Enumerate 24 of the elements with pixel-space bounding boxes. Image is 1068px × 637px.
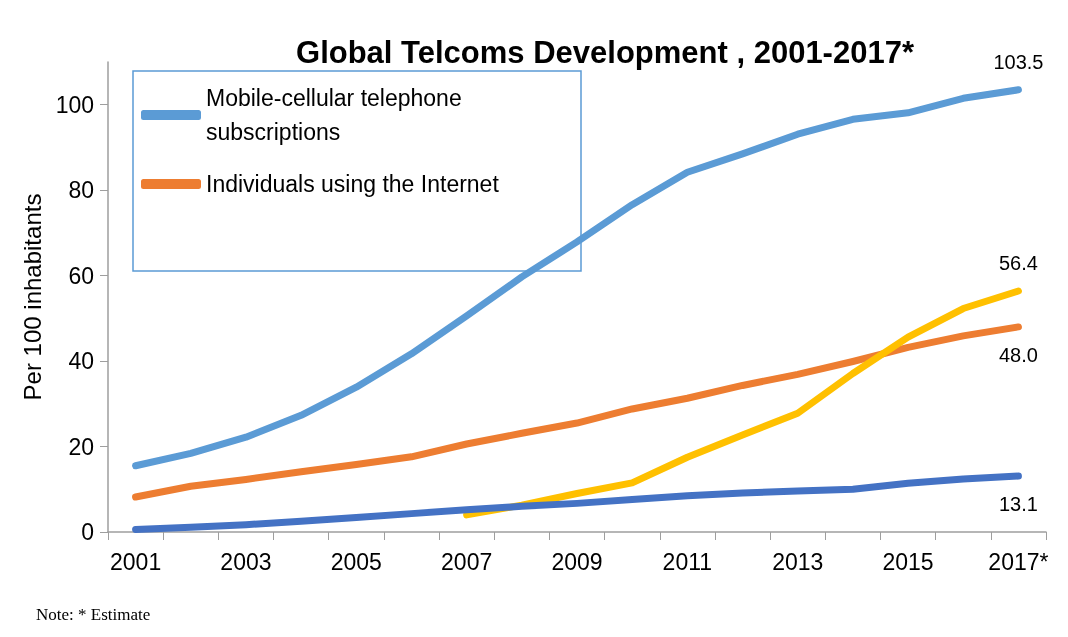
text: Note: * Estimate [36,605,151,624]
x-tick-label: 2015 [882,548,934,575]
y-tick-label: 40 [68,348,94,375]
x-tick-label: 2011 [662,548,713,575]
x-tick-label: 2013 [772,548,824,575]
data-label: 13.1 [998,493,1038,516]
legend-label: Mobile-cellular telephone subscriptions [206,85,469,145]
x-tick-label: 2001 [110,548,162,575]
data-label: 103.5 [993,50,1044,73]
y-axis-title: Per 100 inhabitants [19,193,47,401]
data-label: 48.0 [998,343,1038,366]
y-tick-label: 80 [68,177,94,204]
y-tick-label: 0 [81,519,94,545]
x-tick-label: 2009 [551,548,603,575]
data-label: 56.4 [998,252,1038,275]
x-tick-label: 2007 [441,548,493,575]
y-tick-label: 100 [55,91,94,118]
y-tick-label: 20 [68,433,94,460]
legend-label: Individuals using the Internet [206,171,500,197]
x-tick-label: 2017* [988,548,1049,575]
y-tick-label: 60 [68,262,94,289]
x-tick-label: 2005 [330,548,382,575]
chart-title: Global Telcoms Development , 2001-2017* [296,35,915,70]
x-tick-label: 2003 [220,548,272,575]
